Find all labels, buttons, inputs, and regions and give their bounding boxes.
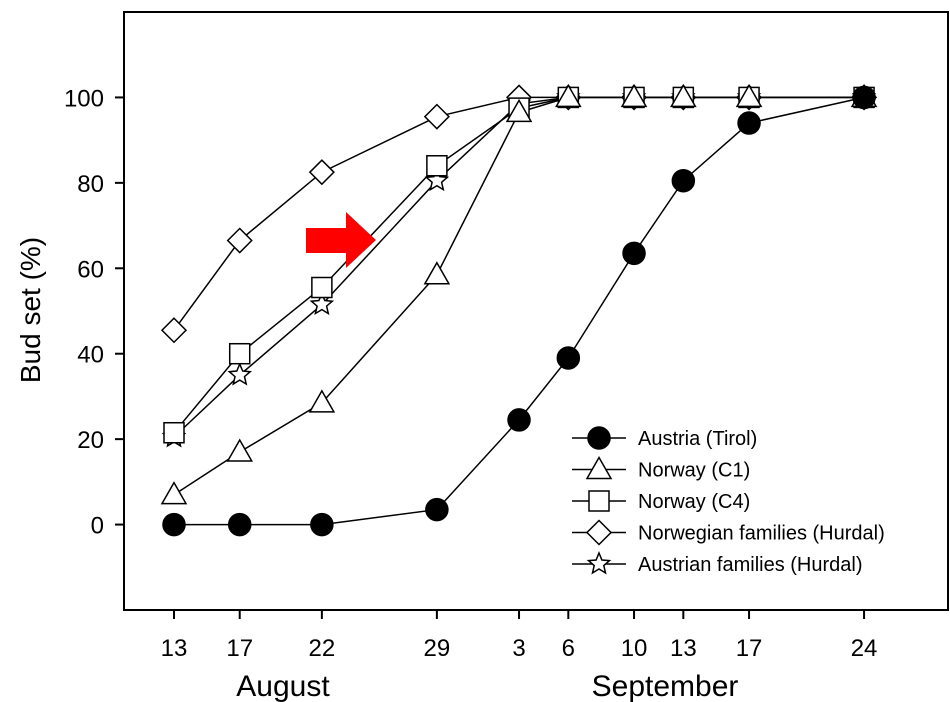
legend-item: Austrian families (Hurdal) — [572, 551, 863, 576]
y-axis-ticks: 0 20 40 60 80 100 — [64, 85, 124, 540]
x-tick-label: 17 — [226, 635, 253, 662]
y-tick-label: 0 — [91, 513, 104, 540]
x-tick-label: 17 — [736, 635, 763, 662]
data-point — [556, 346, 581, 370]
x-group-label-september: September — [592, 670, 739, 702]
x-tick-label: 10 — [621, 635, 648, 662]
x-tick-label: 13 — [670, 635, 697, 662]
series-markers-0 — [162, 85, 876, 537]
data-point — [227, 362, 253, 386]
data-point — [228, 342, 251, 365]
series-line — [173, 96, 865, 496]
plot-frame — [123, 11, 949, 611]
x-tick-label: 24 — [851, 635, 878, 662]
legend-marker — [586, 551, 612, 575]
data-point — [426, 155, 448, 177]
series-line — [173, 96, 865, 434]
series-line — [173, 96, 865, 438]
y-tick-label: 40 — [77, 342, 104, 369]
data-point — [227, 512, 252, 537]
data-point — [852, 85, 876, 110]
y-tick-label: 60 — [77, 256, 104, 283]
x-tick-label: 6 — [562, 635, 575, 662]
y-tick-label: 80 — [77, 171, 104, 198]
y-axis-label: Bud set (%) — [15, 237, 46, 383]
legend-marker — [585, 519, 613, 546]
data-point — [311, 276, 333, 299]
x-group-label-august: August — [236, 670, 330, 702]
data-point — [309, 291, 335, 316]
series-markers-4 — [161, 84, 877, 448]
data-point — [160, 317, 188, 344]
legend-label: Austrian families (Hurdal) — [638, 554, 863, 576]
data-point — [226, 227, 253, 254]
legend-label: Austria (Tirol) — [638, 428, 757, 450]
legend-marker — [587, 426, 611, 450]
series-0 — [174, 96, 865, 526]
legend-marker — [585, 455, 613, 480]
series-line — [174, 96, 865, 526]
data-point — [308, 389, 336, 413]
data-point — [735, 83, 763, 108]
legend-label: Norwegian families (Hurdal) — [638, 523, 885, 545]
x-tick-label: 22 — [309, 635, 336, 662]
series-2 — [173, 96, 865, 434]
legend-item: Norwegian families (Hurdal) — [572, 519, 885, 546]
data-point — [507, 408, 531, 432]
legend-item: Norway (C1) — [572, 455, 750, 482]
legend: Austria (Tirol) Norway (C1) Norway (C4) Nor… — [572, 426, 885, 576]
data-point — [670, 83, 697, 108]
series-markers-1 — [160, 83, 878, 505]
series-line — [173, 96, 865, 331]
data-point — [163, 421, 185, 444]
legend-marker — [588, 490, 610, 512]
x-tick-label: 13 — [161, 635, 188, 662]
legend-label: Norway (C4) — [638, 491, 750, 513]
x-axis-ticks: 13 17 22 29 3 6 10 13 17 24 — [161, 610, 878, 662]
x-tick-label: 29 — [424, 635, 451, 662]
data-point — [423, 261, 451, 285]
series-layer — [160, 83, 878, 537]
data-point — [555, 83, 582, 108]
x-tick-label: 3 — [512, 635, 525, 662]
legend-item: Austria (Tirol) — [572, 426, 757, 450]
y-tick-label: 20 — [77, 427, 104, 454]
series-markers-2 — [163, 86, 875, 444]
data-point — [310, 512, 334, 537]
series-1 — [173, 96, 865, 496]
legend-label: Norway (C1) — [638, 460, 750, 482]
series-4 — [173, 96, 865, 438]
data-point — [226, 438, 254, 462]
data-point — [737, 111, 761, 135]
data-point — [671, 168, 696, 193]
data-point — [425, 497, 449, 522]
data-point — [622, 241, 646, 266]
data-point — [505, 98, 533, 123]
legend-item: Norway (C4) — [572, 490, 750, 513]
red-arrow-annotation — [306, 212, 376, 268]
series-3 — [173, 96, 865, 331]
series-markers-3 — [160, 84, 878, 344]
data-point — [160, 481, 188, 505]
data-point — [162, 512, 186, 537]
y-tick-label: 100 — [64, 85, 104, 112]
data-point — [423, 103, 450, 130]
data-point — [620, 83, 648, 108]
data-point — [308, 159, 335, 186]
data-point — [424, 167, 450, 192]
